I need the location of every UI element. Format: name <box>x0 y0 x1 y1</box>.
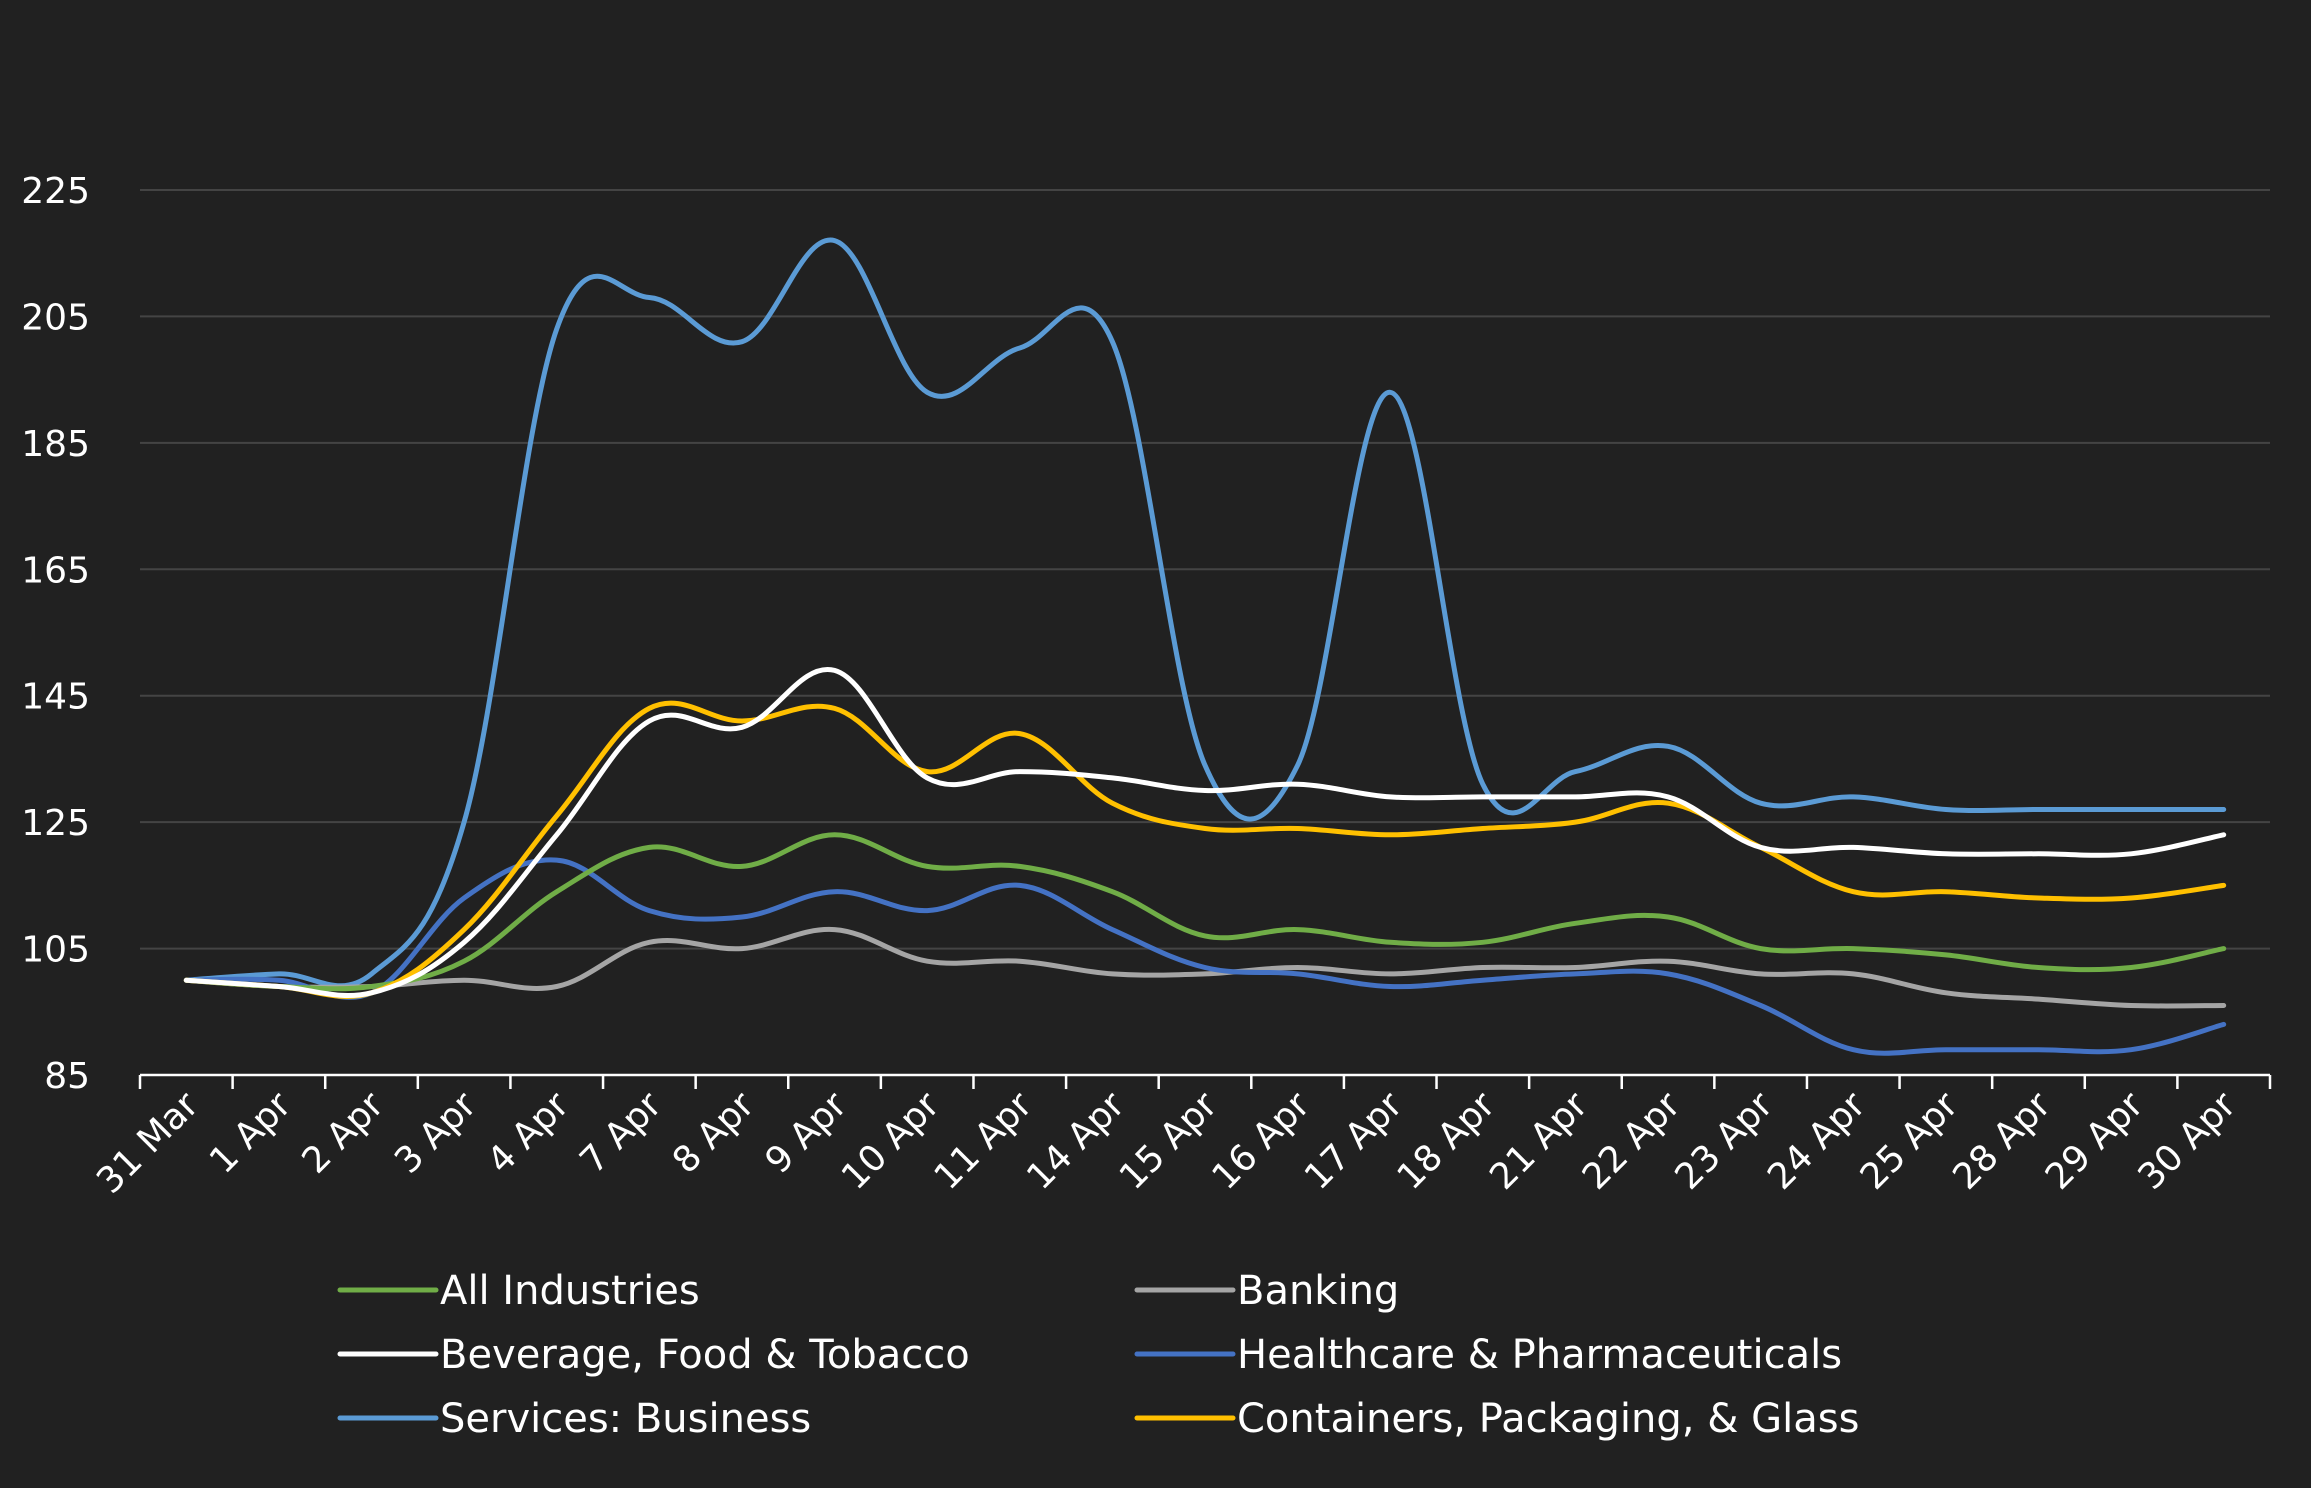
legend-label-containers-packaging-glass: Containers, Packaging, & Glass <box>1237 1396 1859 1442</box>
gridlines <box>140 189 2270 950</box>
legend-label-healthcare-pharmaceuticals: Healthcare & Pharmaceuticals <box>1237 1332 1842 1378</box>
y-tick-label: 85 <box>44 1056 90 1097</box>
y-tick-label: 185 <box>21 424 90 465</box>
y-tick-label: 165 <box>21 550 90 591</box>
y-tick-label: 205 <box>21 297 90 338</box>
y-tick-label: 145 <box>21 677 90 718</box>
y-tick-label: 105 <box>21 930 90 971</box>
legend-label-services-business: Services: Business <box>440 1396 811 1442</box>
y-axis-tick-labels: 85 105 125 145 165 185 205 225 <box>21 171 90 1097</box>
series-lines <box>183 237 2227 1056</box>
series-line-banking <box>183 927 2227 1009</box>
y-tick-label: 125 <box>21 803 90 844</box>
series-line-all-industries <box>183 832 2227 992</box>
y-tick-label: 225 <box>21 171 90 212</box>
series-line-services-business <box>183 237 2227 989</box>
legend-label-all-industries: All Industries <box>440 1268 700 1314</box>
legend: All Industries Banking Beverage, Food & To… <box>337 1268 1859 1442</box>
series-line-containers-packaging-glass <box>183 700 2227 999</box>
x-axis <box>138 1073 2272 1089</box>
legend-label-banking: Banking <box>1237 1268 1399 1314</box>
series-line-beverage-food-tobacco <box>183 666 2227 998</box>
legend-label-beverage-food-tobacco: Beverage, Food & Tobacco <box>440 1332 970 1378</box>
